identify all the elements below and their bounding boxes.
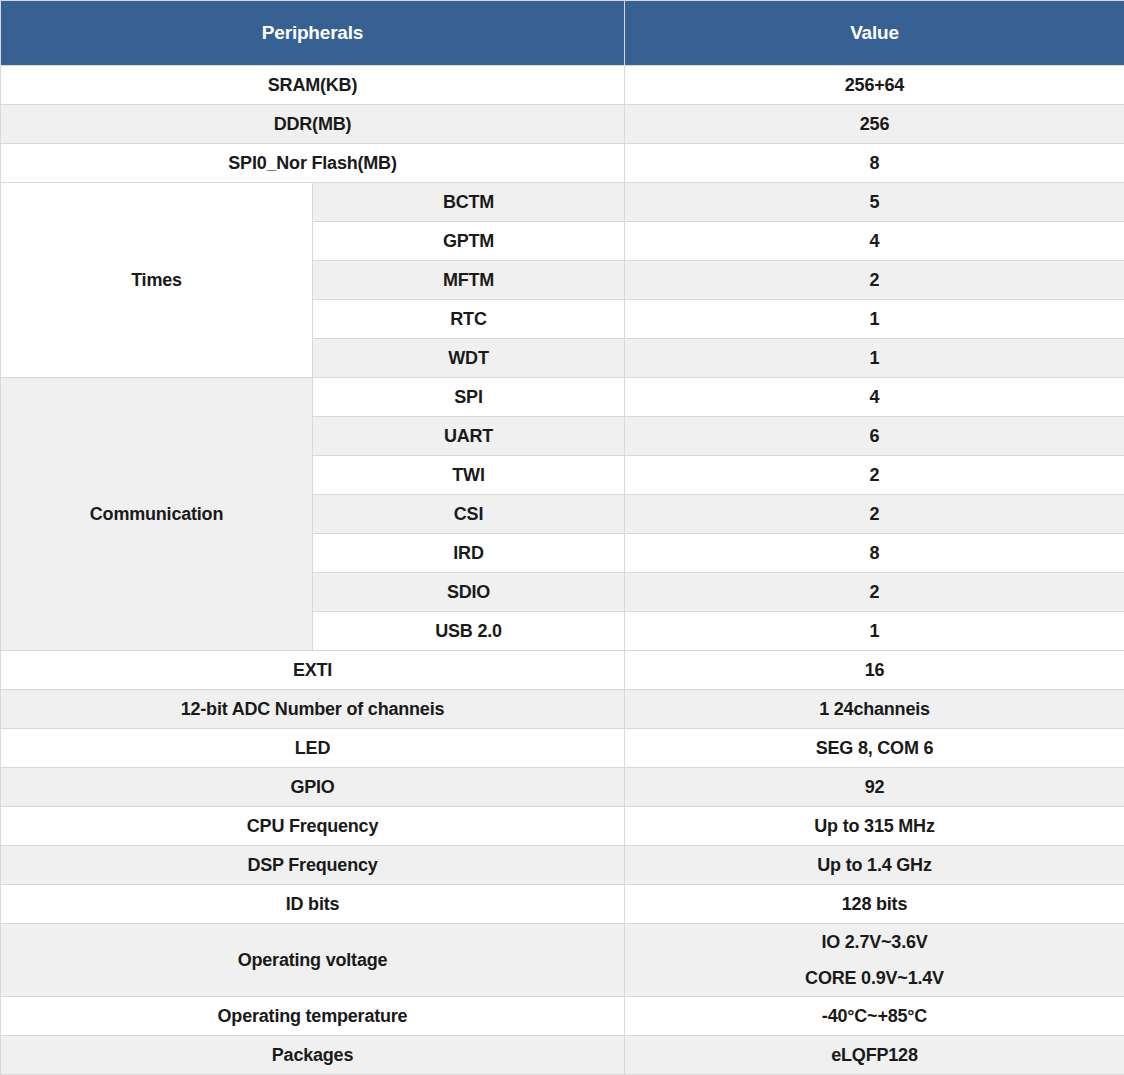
table-row: ID bits128 bits <box>1 885 1124 924</box>
value-cell: 2 <box>625 573 1124 612</box>
value-cell: 8 <box>625 144 1124 183</box>
peripheral-sub-label: BCTM <box>313 183 625 222</box>
value-cell: 4 <box>625 378 1124 417</box>
value-cell: 8 <box>625 534 1124 573</box>
value-cell: 2 <box>625 456 1124 495</box>
group-label: Times <box>1 183 313 378</box>
table-row: DSP FrequencyUp to 1.4 GHz <box>1 846 1124 885</box>
value-cell: 1 <box>625 612 1124 651</box>
value-cell: IO 2.7V~3.6VCORE 0.9V~1.4V <box>625 924 1124 997</box>
peripheral-label: Operating voltage <box>1 924 625 997</box>
peripheral-sub-label: USB 2.0 <box>313 612 625 651</box>
value-cell: 5 <box>625 183 1124 222</box>
peripheral-label: Operating temperature <box>1 997 625 1036</box>
peripheral-label: 12-bit ADC Number of channeis <box>1 690 625 729</box>
table-row: Operating temperature-40°C~+85°C <box>1 997 1124 1036</box>
value-cell: 1 <box>625 339 1124 378</box>
header-row: Peripherals Value <box>1 1 1124 66</box>
table-row: CommunicationSPI4 <box>1 378 1124 417</box>
value-cell: 16 <box>625 651 1124 690</box>
table-row: DDR(MB)256 <box>1 105 1124 144</box>
spec-table-header: Peripherals Value <box>1 1 1124 66</box>
value-cell: eLQFP128 <box>625 1036 1124 1075</box>
value-cell: 6 <box>625 417 1124 456</box>
table-row: SRAM(KB)256+64 <box>1 66 1124 105</box>
peripheral-label: CPU Frequency <box>1 807 625 846</box>
peripheral-label: DDR(MB) <box>1 105 625 144</box>
spec-table: Peripherals Value SRAM(KB)256+64DDR(MB)2… <box>0 0 1124 1075</box>
table-row: GPIO92 <box>1 768 1124 807</box>
value-cell: 1 24channeis <box>625 690 1124 729</box>
value-cell: 128 bits <box>625 885 1124 924</box>
peripheral-sub-label: WDT <box>313 339 625 378</box>
peripheral-label: SPI0_Nor Flash(MB) <box>1 144 625 183</box>
table-row: LEDSEG 8, COM 6 <box>1 729 1124 768</box>
peripheral-label: EXTI <box>1 651 625 690</box>
group-label: Communication <box>1 378 313 651</box>
peripheral-label: SRAM(KB) <box>1 66 625 105</box>
table-row: CPU FrequencyUp to 315 MHz <box>1 807 1124 846</box>
peripheral-sub-label: IRD <box>313 534 625 573</box>
peripheral-label: GPIO <box>1 768 625 807</box>
spec-table-body: SRAM(KB)256+64DDR(MB)256SPI0_Nor Flash(M… <box>1 66 1124 1075</box>
value-cell: 2 <box>625 261 1124 300</box>
table-row: EXTI16 <box>1 651 1124 690</box>
peripheral-sub-label: SPI <box>313 378 625 417</box>
table-row: PackageseLQFP128 <box>1 1036 1124 1075</box>
value-line: IO 2.7V~3.6V <box>631 924 1118 960</box>
table-row: TimesBCTM5 <box>1 183 1124 222</box>
column-header-value: Value <box>625 1 1124 66</box>
peripheral-label: Packages <box>1 1036 625 1075</box>
peripheral-sub-label: TWI <box>313 456 625 495</box>
value-cell: 2 <box>625 495 1124 534</box>
value-cell: -40°C~+85°C <box>625 997 1124 1036</box>
value-cell: Up to 315 MHz <box>625 807 1124 846</box>
peripheral-label: LED <box>1 729 625 768</box>
column-header-peripherals: Peripherals <box>1 1 625 66</box>
peripheral-sub-label: GPTM <box>313 222 625 261</box>
peripheral-label: DSP Frequency <box>1 846 625 885</box>
value-cell: 92 <box>625 768 1124 807</box>
value-cell: 256+64 <box>625 66 1124 105</box>
value-cell: 256 <box>625 105 1124 144</box>
peripheral-label: ID bits <box>1 885 625 924</box>
peripheral-sub-label: MFTM <box>313 261 625 300</box>
value-cell: 4 <box>625 222 1124 261</box>
peripheral-sub-label: RTC <box>313 300 625 339</box>
table-row: SPI0_Nor Flash(MB)8 <box>1 144 1124 183</box>
peripheral-sub-label: CSI <box>313 495 625 534</box>
value-cell: Up to 1.4 GHz <box>625 846 1124 885</box>
value-cell: 1 <box>625 300 1124 339</box>
value-line: CORE 0.9V~1.4V <box>631 960 1118 996</box>
peripheral-sub-label: SDIO <box>313 573 625 612</box>
table-row: Operating voltageIO 2.7V~3.6VCORE 0.9V~1… <box>1 924 1124 997</box>
table-row: 12-bit ADC Number of channeis1 24channei… <box>1 690 1124 729</box>
value-cell: SEG 8, COM 6 <box>625 729 1124 768</box>
peripheral-sub-label: UART <box>313 417 625 456</box>
